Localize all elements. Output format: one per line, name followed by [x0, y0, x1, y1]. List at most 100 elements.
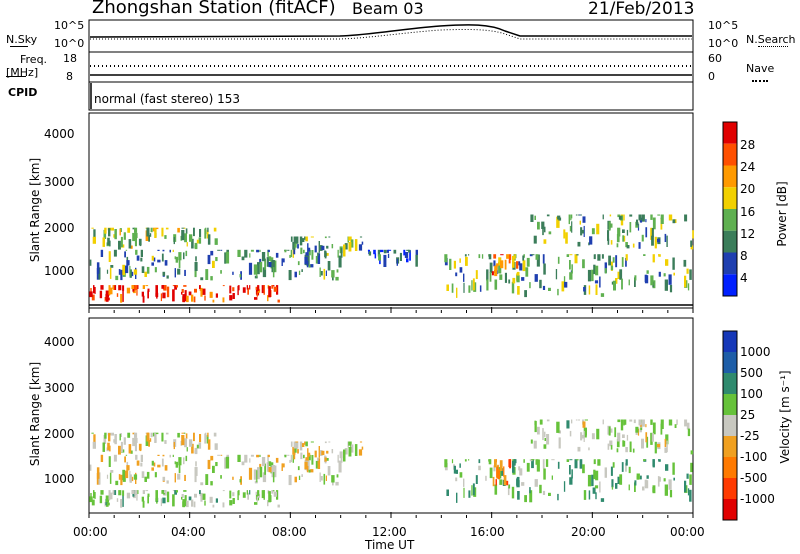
power-echo-cell	[615, 255, 618, 268]
velocity-echo-cell	[324, 457, 327, 462]
velocity-echo-cell	[629, 441, 632, 453]
date-label: 21/Feb/2013	[588, 0, 695, 19]
velocity-echo-cell	[652, 487, 654, 493]
power-echo-cell	[256, 249, 260, 253]
power-echo-cell	[380, 249, 384, 253]
power-echo-cell	[210, 276, 213, 281]
velocity-echo-cell	[320, 476, 323, 481]
velocity-echo-cell	[115, 480, 119, 486]
nave-tick-bottom: 0	[708, 70, 715, 83]
velocity-echo-cell	[147, 495, 149, 504]
power-echo-cell	[222, 285, 225, 287]
velocity-echo-cell	[186, 500, 189, 508]
power-echo-cell	[387, 249, 392, 251]
power-echo-cell	[129, 265, 131, 277]
velocity-echo-cell	[337, 454, 339, 463]
velocity-echo-cell	[496, 468, 499, 479]
velocity-echo-cell	[237, 490, 239, 501]
power-echo-cell	[512, 277, 516, 284]
velocity-echo-cell	[305, 457, 309, 461]
power-echo-cell	[348, 242, 352, 252]
noise-tick-top: 10^5	[54, 19, 85, 32]
velocity-echo-cell	[162, 454, 165, 457]
velocity-echo-cell	[271, 490, 274, 494]
power-echo-cell	[169, 249, 171, 253]
velocity-echo-cell	[633, 419, 636, 424]
power-echo-cell	[494, 265, 498, 277]
velocity-echo-cell	[142, 500, 145, 508]
power-echo-cell	[638, 242, 641, 249]
power-echo-cell	[556, 216, 560, 228]
velocity-echo-cell	[111, 432, 114, 436]
velocity-echo-cell	[297, 449, 299, 454]
power-echo-cell	[199, 285, 201, 290]
velocity-echo-cell	[202, 493, 206, 500]
velocity-echo-cell	[204, 500, 206, 506]
velocity-echo-cell	[135, 454, 138, 460]
velocity-echo-cell	[503, 466, 505, 477]
power-echo-cell	[304, 236, 306, 240]
velocity-colorbar-frame	[722, 330, 738, 521]
velocity-echo-cell	[299, 441, 303, 451]
power-echo-cell	[596, 223, 600, 235]
velocity-echo-cell	[206, 435, 209, 444]
power-echo-cell	[465, 256, 468, 266]
power-echo-cell	[526, 257, 530, 267]
power-echo-cell	[271, 260, 275, 273]
velocity-echo-cell	[546, 419, 550, 422]
power-echo-cell	[213, 227, 217, 232]
power-echo-cell	[202, 288, 206, 295]
velocity-echo-cell	[241, 461, 245, 466]
velocity-echo-cell	[664, 484, 668, 496]
velocity-cbar-tick: -100	[740, 450, 768, 464]
power-echo-cell	[588, 285, 591, 295]
velocity-echo-cell	[160, 498, 162, 507]
power-echo-cell	[118, 269, 121, 275]
power-echo-cell	[580, 227, 583, 236]
power-echo-cell	[246, 285, 248, 290]
velocity-echo-cell	[183, 490, 187, 492]
velocity-echo-cell	[609, 428, 613, 433]
power-echo-cell	[162, 249, 165, 252]
velocity-echo-cell	[464, 459, 467, 462]
velocity-echo-cell	[615, 483, 618, 489]
power-echo-cell	[244, 249, 248, 258]
power-echo-cell	[115, 275, 119, 281]
power-echo-cell	[569, 272, 573, 280]
power-echo-cell	[555, 269, 558, 280]
power-echo-cell	[548, 231, 552, 235]
power-echo-cell	[599, 276, 601, 288]
power-echo-cell	[383, 254, 387, 267]
velocity-echo-cell	[531, 459, 535, 461]
power-echo-cell	[306, 260, 309, 268]
power-echo-cell	[325, 270, 327, 276]
power-echo-cell	[308, 249, 311, 256]
velocity-echo-cell	[569, 430, 572, 437]
velocity-echo-cell	[530, 439, 533, 444]
beam-label: Beam 03	[352, 0, 424, 18]
power-echo-cell	[266, 257, 269, 267]
velocity-echo-cell	[193, 501, 196, 508]
velocity-echo-cell	[161, 458, 164, 467]
power-echo-cell	[494, 279, 498, 290]
power-echo-cell	[367, 249, 370, 252]
velocity-echo-cell	[271, 465, 275, 478]
velocity-echo-cell	[569, 465, 571, 475]
power-echo-cell	[161, 285, 164, 289]
power-echo-cell	[255, 286, 258, 290]
nave-legend-line	[752, 80, 768, 82]
velocity-echo-cell	[660, 419, 664, 429]
velocity-echo-cell	[207, 459, 211, 470]
power-echo-cell	[177, 268, 181, 275]
velocity-echo-cell	[157, 454, 160, 456]
power-echo-cell	[496, 263, 499, 267]
power-echo-cell	[126, 287, 131, 294]
power-echo-cell	[516, 275, 520, 283]
power-echo-cell	[319, 267, 321, 277]
power-echo-cell	[651, 228, 654, 237]
velocity-echo-cell	[494, 484, 498, 495]
velocity-echo-cell	[127, 432, 131, 438]
velocity-echo-cell	[578, 419, 580, 421]
velocity-echo-cell	[359, 441, 363, 443]
power-echo-cell	[132, 227, 136, 230]
